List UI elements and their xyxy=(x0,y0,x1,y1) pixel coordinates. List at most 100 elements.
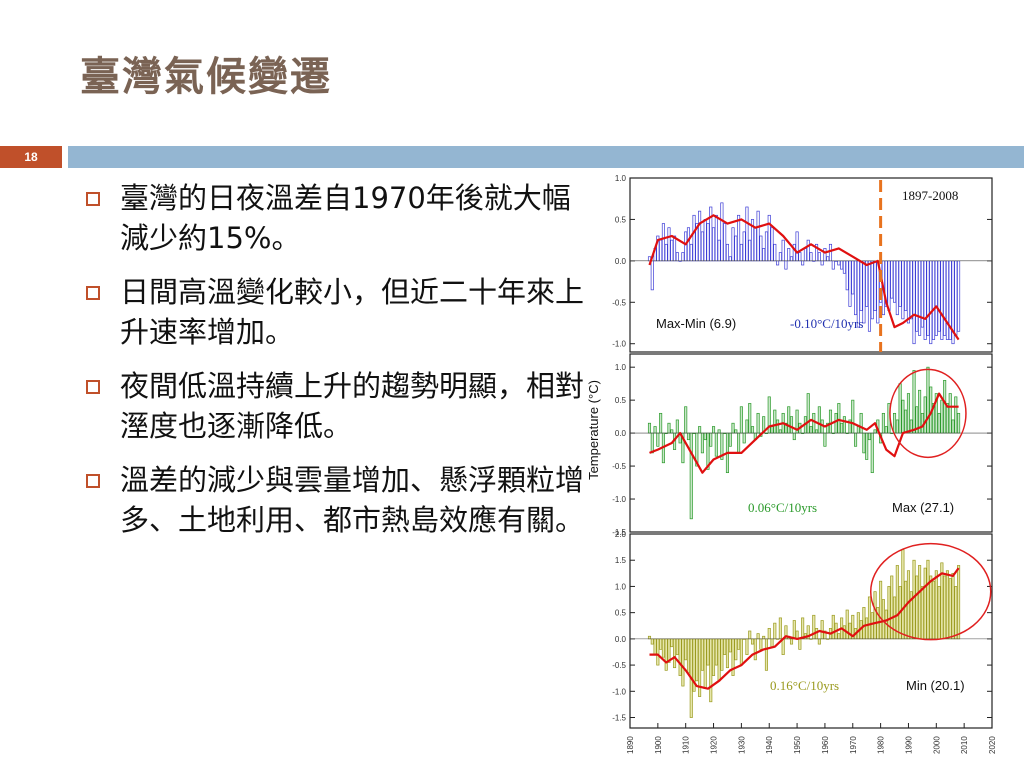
data-bar xyxy=(840,422,844,434)
data-bar xyxy=(842,625,846,640)
y-tick-label: 1.0 xyxy=(615,582,627,591)
data-bar xyxy=(689,432,693,520)
y-tick-label: 0.0 xyxy=(615,257,627,266)
data-bar xyxy=(923,567,927,640)
data-bar xyxy=(898,383,902,434)
data-bar xyxy=(837,403,841,434)
data-bar xyxy=(840,260,844,270)
data-bar xyxy=(776,419,780,434)
data-bar xyxy=(945,260,949,340)
trend-label: 0.06°C/10yrs xyxy=(748,500,817,515)
data-bar xyxy=(862,260,866,324)
data-bar xyxy=(723,223,727,262)
data-bar xyxy=(789,256,794,262)
data-bar xyxy=(854,260,858,316)
data-bar xyxy=(915,260,919,332)
data-bar xyxy=(940,399,944,434)
data-bar xyxy=(895,419,899,434)
bullet-item: 臺灣的日夜溫差自1970年後就大幅減少約15%。 xyxy=(86,178,586,258)
data-bar xyxy=(698,426,702,434)
data-bar xyxy=(856,612,860,640)
data-bar xyxy=(787,248,791,262)
data-bar xyxy=(789,638,794,645)
data-bar xyxy=(670,638,674,648)
data-bar xyxy=(764,638,768,671)
data-bar xyxy=(945,570,949,640)
data-bar xyxy=(923,260,927,340)
data-bar xyxy=(937,412,941,434)
bullet-item: 日間高溫變化較小，但近二十年來上升速率增加。 xyxy=(86,272,586,352)
data-bar xyxy=(865,260,869,307)
trend-label: -0.10°C/10yrs xyxy=(790,316,863,331)
x-tick-label: 1940 xyxy=(765,736,774,754)
data-bar xyxy=(678,638,682,676)
data-bar xyxy=(661,638,665,658)
data-bar xyxy=(737,638,741,650)
data-bar xyxy=(798,252,802,262)
bullet-item: 溫差的減少與雲量增加、懸浮顆粒增多、土地利用、都市熱島效應有關。 xyxy=(86,460,586,540)
data-bar xyxy=(684,406,688,434)
data-bar xyxy=(714,638,718,666)
data-bar xyxy=(890,260,894,299)
data-bar xyxy=(851,260,855,295)
data-bar xyxy=(820,260,824,266)
data-bar xyxy=(725,638,729,669)
data-bar xyxy=(700,432,704,454)
data-bar xyxy=(728,432,732,447)
data-bar xyxy=(684,231,688,262)
data-bar xyxy=(667,227,671,262)
highlight-circle xyxy=(889,368,967,459)
data-bar xyxy=(759,235,763,262)
data-bar xyxy=(712,227,716,262)
data-bar xyxy=(801,617,805,640)
y-tick-label: -1.0 xyxy=(612,495,626,504)
series-label: Min (20.1) xyxy=(906,678,965,693)
data-bar xyxy=(776,260,780,266)
data-bar xyxy=(762,635,766,640)
data-bar xyxy=(867,432,872,441)
data-bar xyxy=(901,549,905,640)
y-tick-label: 0.5 xyxy=(615,609,627,618)
y-tick-label: 1.5 xyxy=(615,556,627,565)
data-bar xyxy=(717,638,721,682)
data-bar xyxy=(756,633,760,640)
data-bar xyxy=(686,432,691,441)
data-bar xyxy=(731,422,735,434)
data-bar xyxy=(739,406,743,434)
data-bar xyxy=(664,243,668,262)
data-bar xyxy=(748,403,752,434)
data-bar xyxy=(817,406,821,434)
data-bar xyxy=(842,416,846,434)
bullet-item: 夜間低溫持續上升的趨勢明顯，相對溼度也逐漸降低。 xyxy=(86,366,586,446)
y-tick-label: -0.5 xyxy=(612,462,626,471)
data-bar xyxy=(720,638,724,671)
data-bar xyxy=(842,260,846,274)
data-bar xyxy=(954,260,958,336)
data-bar xyxy=(717,239,721,262)
data-bar xyxy=(920,586,924,640)
data-bar xyxy=(895,260,899,316)
data-bar xyxy=(709,638,713,703)
data-bar xyxy=(661,223,665,262)
data-bar xyxy=(929,260,933,345)
data-bar xyxy=(784,260,788,270)
data-bar xyxy=(934,260,938,336)
data-bar xyxy=(675,638,679,655)
data-bar xyxy=(801,260,805,266)
data-bar xyxy=(706,638,710,666)
data-bar xyxy=(918,260,922,336)
data-bar xyxy=(795,231,799,262)
data-bar xyxy=(901,260,905,320)
data-bar xyxy=(831,614,835,640)
data-bar xyxy=(700,638,704,671)
x-tick-label: 1900 xyxy=(654,736,663,754)
data-bar xyxy=(926,366,930,434)
data-bar xyxy=(809,426,813,434)
data-bar xyxy=(692,214,696,262)
data-bar xyxy=(798,638,802,650)
data-bar xyxy=(714,432,718,457)
data-bar xyxy=(664,638,668,671)
data-bar xyxy=(887,586,891,640)
square-bullet-icon xyxy=(86,380,100,394)
data-bar xyxy=(681,638,685,687)
